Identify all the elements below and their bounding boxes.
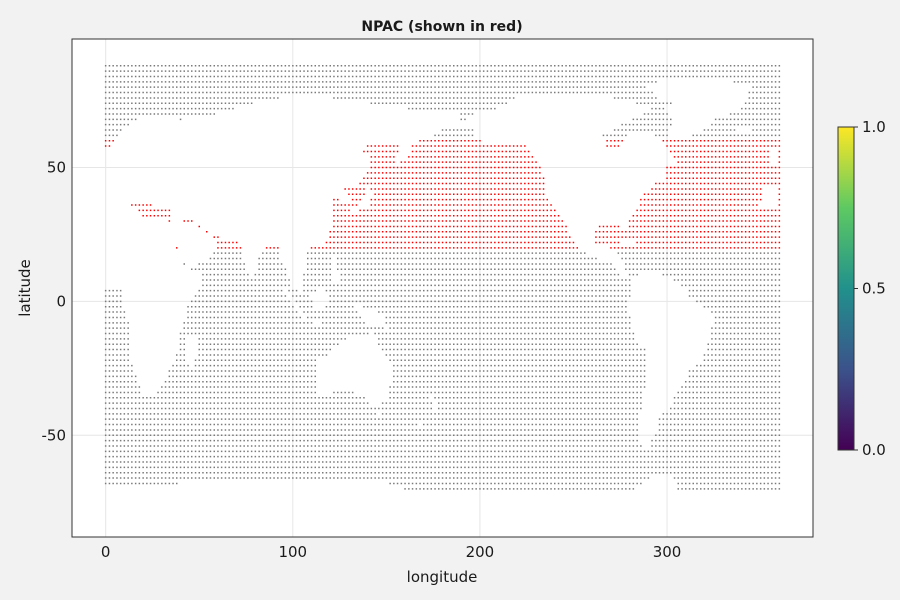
x-axis-ticks: 0 100 200 300 xyxy=(101,543,681,561)
colorbar-tick-label: 1.0 xyxy=(862,118,886,136)
colorbar-tick-label: 0.0 xyxy=(862,441,886,459)
plot-area xyxy=(72,39,813,537)
y-axis-label: latitude xyxy=(16,259,34,317)
x-tick-label: 200 xyxy=(466,543,495,561)
ocean-grid-points xyxy=(104,65,781,490)
chart-title: NPAC (shown in red) xyxy=(361,19,522,35)
y-axis-ticks: 50 0 -50 xyxy=(42,159,67,445)
plot-frame xyxy=(71,38,814,538)
colorbar-tick-label: 0.5 xyxy=(862,280,886,298)
y-tick-label: -50 xyxy=(42,426,67,444)
x-tick-label: 300 xyxy=(653,543,682,561)
x-tick-label: 0 xyxy=(101,543,111,561)
x-tick-label: 100 xyxy=(278,543,307,561)
npac-points-series xyxy=(104,140,781,249)
colorbar: 0.0 0.5 1.0 xyxy=(837,118,886,459)
x-axis-label: longitude xyxy=(407,568,478,586)
colorbar-ticks: 0.0 0.5 1.0 xyxy=(854,118,886,459)
y-tick-label: 0 xyxy=(56,292,66,310)
colorbar-gradient xyxy=(837,126,855,451)
y-tick-label: 50 xyxy=(47,159,66,177)
